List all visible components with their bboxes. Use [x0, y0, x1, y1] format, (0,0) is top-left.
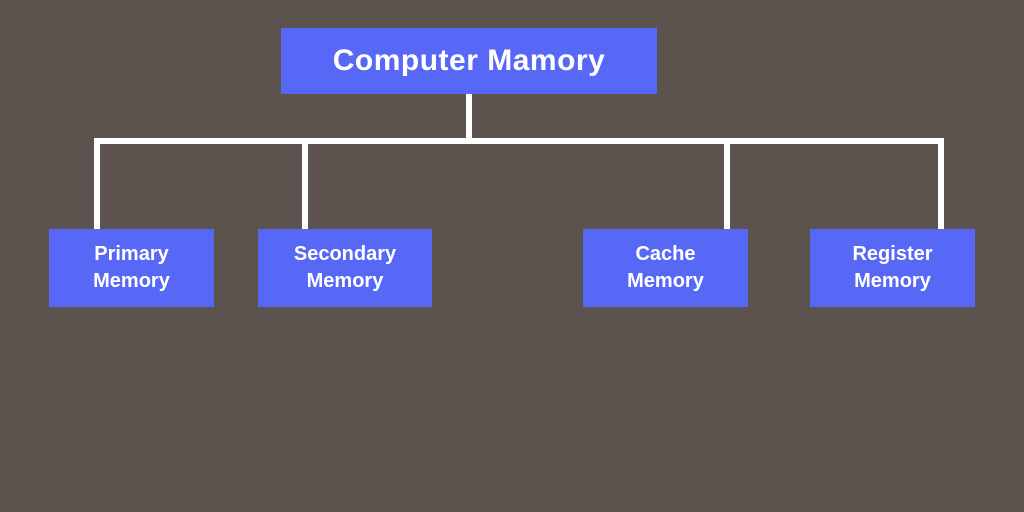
child-node-cache: Cache Memory — [583, 229, 748, 307]
connector-drop — [724, 138, 730, 232]
root-node: Computer Mamory — [281, 28, 657, 94]
connector-stem — [466, 94, 472, 138]
child-node-secondary: Secondary Memory — [258, 229, 432, 307]
connector-drop — [302, 138, 308, 232]
child-node-primary: Primary Memory — [49, 229, 214, 307]
child-node-register: Register Memory — [810, 229, 975, 307]
connector-horizontal — [94, 138, 944, 144]
connector-drop — [94, 138, 100, 232]
connector-drop — [938, 138, 944, 232]
